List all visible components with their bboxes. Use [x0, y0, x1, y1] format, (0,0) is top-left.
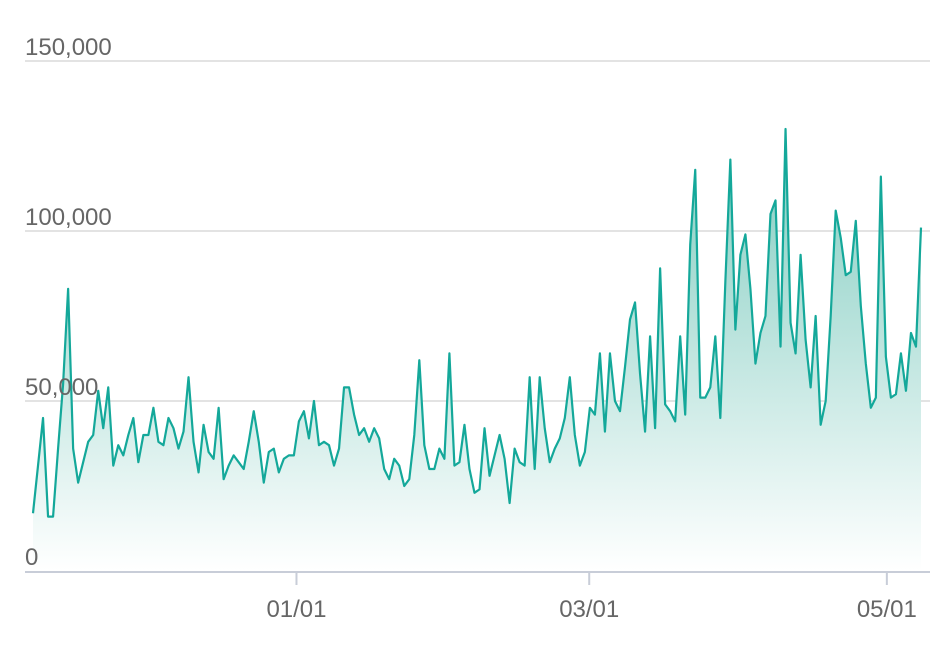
x-tick-label: 05/01 — [857, 596, 917, 623]
x-axis — [25, 571, 930, 585]
series-line — [31, 127, 923, 518]
y-tick-label: 100,000 — [25, 204, 112, 231]
y-axis-ticks: 0 50,000 100,000 150,000 — [25, 34, 112, 571]
y-tick-label: 150,000 — [25, 34, 112, 61]
x-axis-ticks: 01/01 03/01 05/01 — [266, 596, 916, 623]
series-area — [31, 127, 923, 571]
y-tick-label: 50,000 — [25, 374, 98, 401]
x-tick-label: 01/01 — [266, 596, 326, 623]
x-tick-label: 03/01 — [559, 596, 619, 623]
series-fill — [33, 129, 921, 571]
y-tick-label: 0 — [25, 544, 38, 571]
